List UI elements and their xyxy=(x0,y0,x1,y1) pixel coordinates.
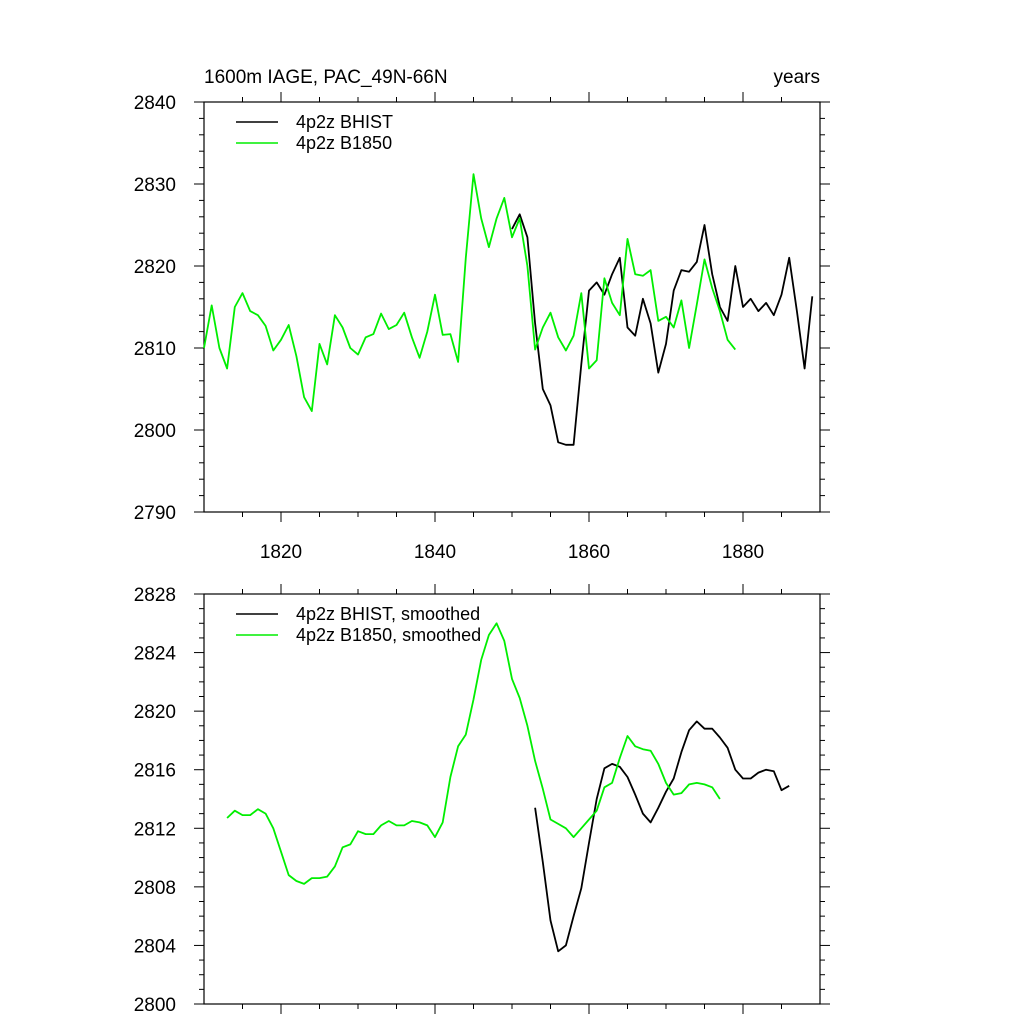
y-tick-label: 2790 xyxy=(134,503,176,524)
y-tick-label: 2808 xyxy=(134,878,176,899)
series-line-bhist xyxy=(511,213,814,446)
y-tick-label: 2812 xyxy=(134,819,176,840)
series-line-b1850 xyxy=(226,622,721,885)
y-tick-label: 2800 xyxy=(134,995,176,1016)
figure-title-left: 1600m IAGE, PAC_49N-66N xyxy=(204,67,448,88)
figure-title-right: years xyxy=(774,67,820,88)
x-tick-label: 1880 xyxy=(722,542,764,563)
legend-label: 4p2z BHIST, smoothed xyxy=(296,604,480,624)
panel-bottom-smoothed: 2800 2804 2808 2812 2816 2820 2824 2828 4p2z BHI… xyxy=(134,584,830,1016)
legend-label: 4p2z BHIST xyxy=(296,112,393,132)
legend-label: 4p2z B1850, smoothed xyxy=(296,625,481,645)
y-tick-label: 2824 xyxy=(134,644,177,665)
panel-top-raw: 2790 2800 2810 2820 2830 2840 1820 1840 1860 1880… xyxy=(134,92,830,563)
y-tick-label: 2820 xyxy=(134,257,176,278)
series-line-bhist xyxy=(534,720,790,953)
x-tick-label: 1860 xyxy=(568,542,610,563)
series-line-b1850 xyxy=(203,173,737,413)
y-tick-label: 2800 xyxy=(134,421,176,442)
y-tick-label: 2840 xyxy=(134,93,176,114)
x-tick-label: 1840 xyxy=(414,542,456,563)
y-tick-label: 2820 xyxy=(134,702,176,723)
y-tick-label: 2816 xyxy=(134,761,176,782)
legend-label: 4p2z B1850 xyxy=(296,133,392,153)
y-tick-label: 2830 xyxy=(134,175,176,196)
x-tick-label: 1820 xyxy=(260,542,302,563)
y-tick-label: 2810 xyxy=(134,339,176,360)
y-tick-label: 2828 xyxy=(134,585,176,606)
y-tick-label: 2804 xyxy=(134,936,177,957)
